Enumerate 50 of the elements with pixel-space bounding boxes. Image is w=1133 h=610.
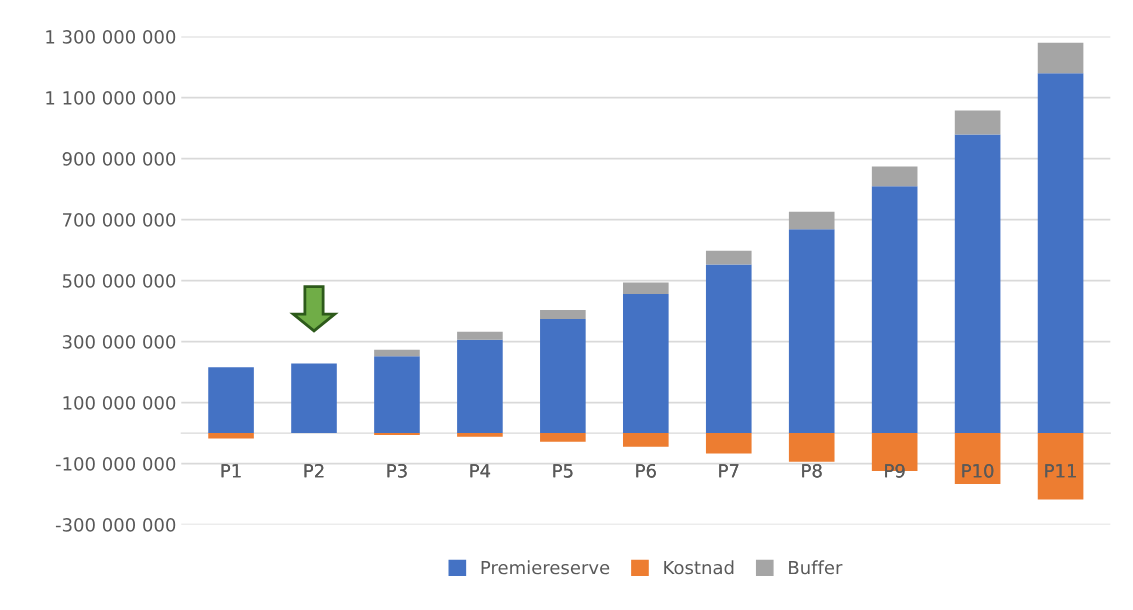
bar bbox=[457, 331, 503, 340]
y-tick-label: -300 000 000 bbox=[55, 518, 176, 532]
bar bbox=[457, 433, 503, 437]
y-tick-label: -100 000 000 bbox=[55, 457, 176, 471]
bar bbox=[954, 433, 1001, 485]
bar bbox=[374, 356, 420, 434]
bar bbox=[788, 433, 835, 462]
bar bbox=[788, 229, 835, 434]
legend-label: Kostnad bbox=[664, 560, 734, 575]
bar bbox=[954, 134, 1001, 434]
bar bbox=[705, 250, 752, 265]
bar bbox=[871, 166, 918, 187]
x-tick-label: P6 bbox=[636, 463, 656, 478]
legend-label: Premiereserve bbox=[481, 560, 610, 575]
bar bbox=[208, 367, 254, 434]
bar bbox=[705, 433, 752, 454]
bar bbox=[457, 339, 503, 434]
bar bbox=[623, 294, 669, 434]
bar bbox=[1037, 42, 1084, 74]
x-tick-label: P11 bbox=[1045, 464, 1076, 478]
legend-label: Buffer bbox=[789, 560, 843, 575]
bar bbox=[208, 433, 254, 439]
bar bbox=[788, 211, 835, 230]
bar bbox=[1037, 433, 1084, 500]
y-tick-label: 700 000 000 bbox=[63, 213, 176, 227]
y-tick-label: 500 000 000 bbox=[62, 274, 176, 288]
x-tick-label: P10 bbox=[962, 463, 994, 478]
bar bbox=[623, 433, 669, 447]
y-tick-label: 300 000 000 bbox=[62, 335, 176, 349]
x-tick-label: P7 bbox=[719, 464, 739, 478]
x-tick-label: P1 bbox=[221, 464, 241, 478]
x-tick-label: P5 bbox=[553, 464, 573, 478]
bar bbox=[291, 363, 337, 434]
y-tick-label: 1 100 000 000 bbox=[46, 91, 176, 105]
x-tick-label: P3 bbox=[387, 463, 407, 478]
y-tick-label: 100 000 000 bbox=[63, 396, 176, 410]
bar bbox=[623, 282, 669, 295]
bar bbox=[540, 433, 586, 442]
x-tick-label: P2 bbox=[304, 463, 324, 478]
x-tick-label: P4 bbox=[470, 464, 491, 478]
y-tick-label: 1 300 000 000 bbox=[46, 30, 176, 44]
bar bbox=[954, 110, 1001, 135]
bar bbox=[871, 186, 918, 434]
y-tick-label: 900 000 000 bbox=[62, 152, 176, 166]
bar bbox=[374, 349, 420, 357]
bar bbox=[540, 309, 586, 320]
bar bbox=[705, 264, 752, 434]
bar bbox=[1037, 73, 1084, 434]
bar bbox=[540, 319, 586, 434]
x-tick-label: P8 bbox=[802, 463, 822, 478]
